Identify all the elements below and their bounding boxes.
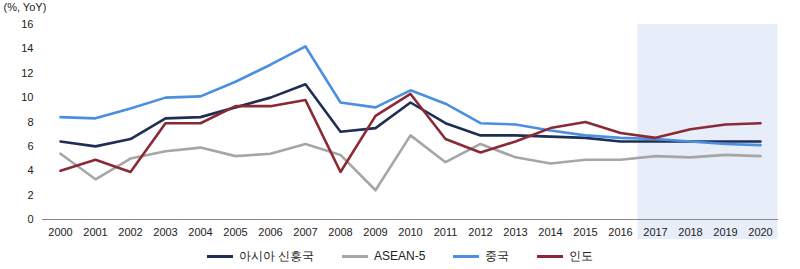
svg-text:2015: 2015 xyxy=(573,226,597,238)
svg-text:2018: 2018 xyxy=(678,226,702,238)
svg-text:2019: 2019 xyxy=(713,226,737,238)
svg-text:2005: 2005 xyxy=(223,226,247,238)
svg-text:2016: 2016 xyxy=(608,226,632,238)
html-text:중국: 중국 xyxy=(485,248,510,263)
svg-text:2012: 2012 xyxy=(468,226,492,238)
html-text:인도: 인도 xyxy=(569,248,594,263)
svg-text:12: 12 xyxy=(21,67,33,79)
svg-text:(%, YoY): (%, YoY) xyxy=(4,1,47,13)
svg-text:2011: 2011 xyxy=(434,226,458,238)
svg-text:4: 4 xyxy=(27,164,33,176)
svg-text:2000: 2000 xyxy=(48,226,72,238)
html-text:ASEAN-5: ASEAN-5 xyxy=(374,249,426,263)
svg-text:8: 8 xyxy=(27,116,33,128)
svg-text:2020: 2020 xyxy=(748,226,772,238)
svg-text:2002: 2002 xyxy=(118,226,142,238)
svg-text:16: 16 xyxy=(21,18,33,30)
svg-text:2: 2 xyxy=(27,189,33,201)
svg-text:2006: 2006 xyxy=(258,226,282,238)
svg-text:2007: 2007 xyxy=(293,226,317,238)
svg-text:6: 6 xyxy=(27,140,33,152)
svg-text:2001: 2001 xyxy=(83,226,107,238)
svg-text:2010: 2010 xyxy=(398,226,422,238)
svg-text:10: 10 xyxy=(21,91,33,103)
html-text:아시아 신흥국: 아시아 신흥국 xyxy=(238,248,314,263)
svg-text:2009: 2009 xyxy=(363,226,387,238)
svg-text:2014: 2014 xyxy=(538,226,562,238)
svg-text:2008: 2008 xyxy=(328,226,352,238)
svg-text:2003: 2003 xyxy=(153,226,177,238)
svg-text:2013: 2013 xyxy=(503,226,527,238)
svg-text:0: 0 xyxy=(27,213,33,225)
svg-text:14: 14 xyxy=(21,42,33,54)
svg-text:2017: 2017 xyxy=(643,226,667,238)
svg-text:2004: 2004 xyxy=(188,226,212,238)
